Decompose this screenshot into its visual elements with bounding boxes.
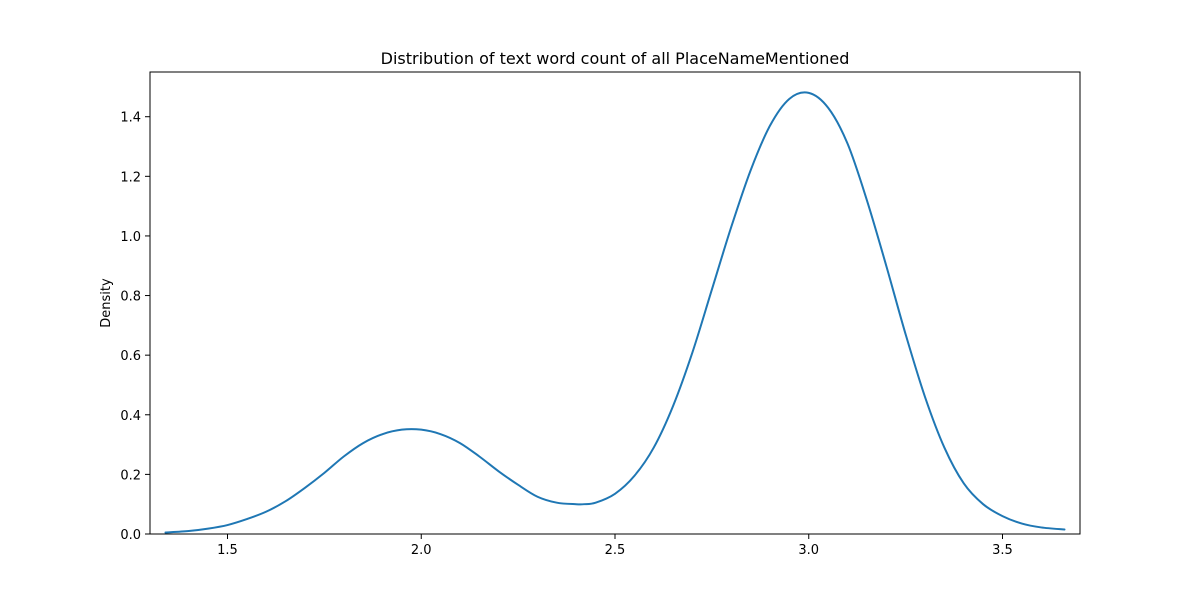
y-tick-label: 1.2 [120,170,141,185]
y-tick-label: 0.6 [120,349,141,364]
y-tick-label: 0.4 [120,409,141,424]
y-axis-ticks: 0.0 0.2 0.4 0.6 0.8 1.0 1.2 1.4 [120,111,150,543]
x-tick-label: 2.0 [411,543,432,558]
x-tick-label: 3.0 [798,543,819,558]
y-tick-label: 1.0 [120,230,141,245]
y-axis-label: Density [99,278,114,328]
chart-title: Distribution of text word count of all P… [381,49,850,68]
axes-frame [149,71,1081,535]
y-tick-label: 0.2 [120,468,141,483]
y-tick-label: 0.0 [120,528,141,543]
x-tick-label: 2.5 [605,543,626,558]
density-curve [164,91,1066,534]
y-tick-label: 1.4 [120,111,141,126]
x-tick-label: 1.5 [217,543,238,558]
x-tick-label: 3.5 [992,543,1013,558]
x-axis-ticks: 1.5 2.0 2.5 3.0 3.5 [217,534,1013,558]
y-tick-label: 0.8 [120,290,141,305]
